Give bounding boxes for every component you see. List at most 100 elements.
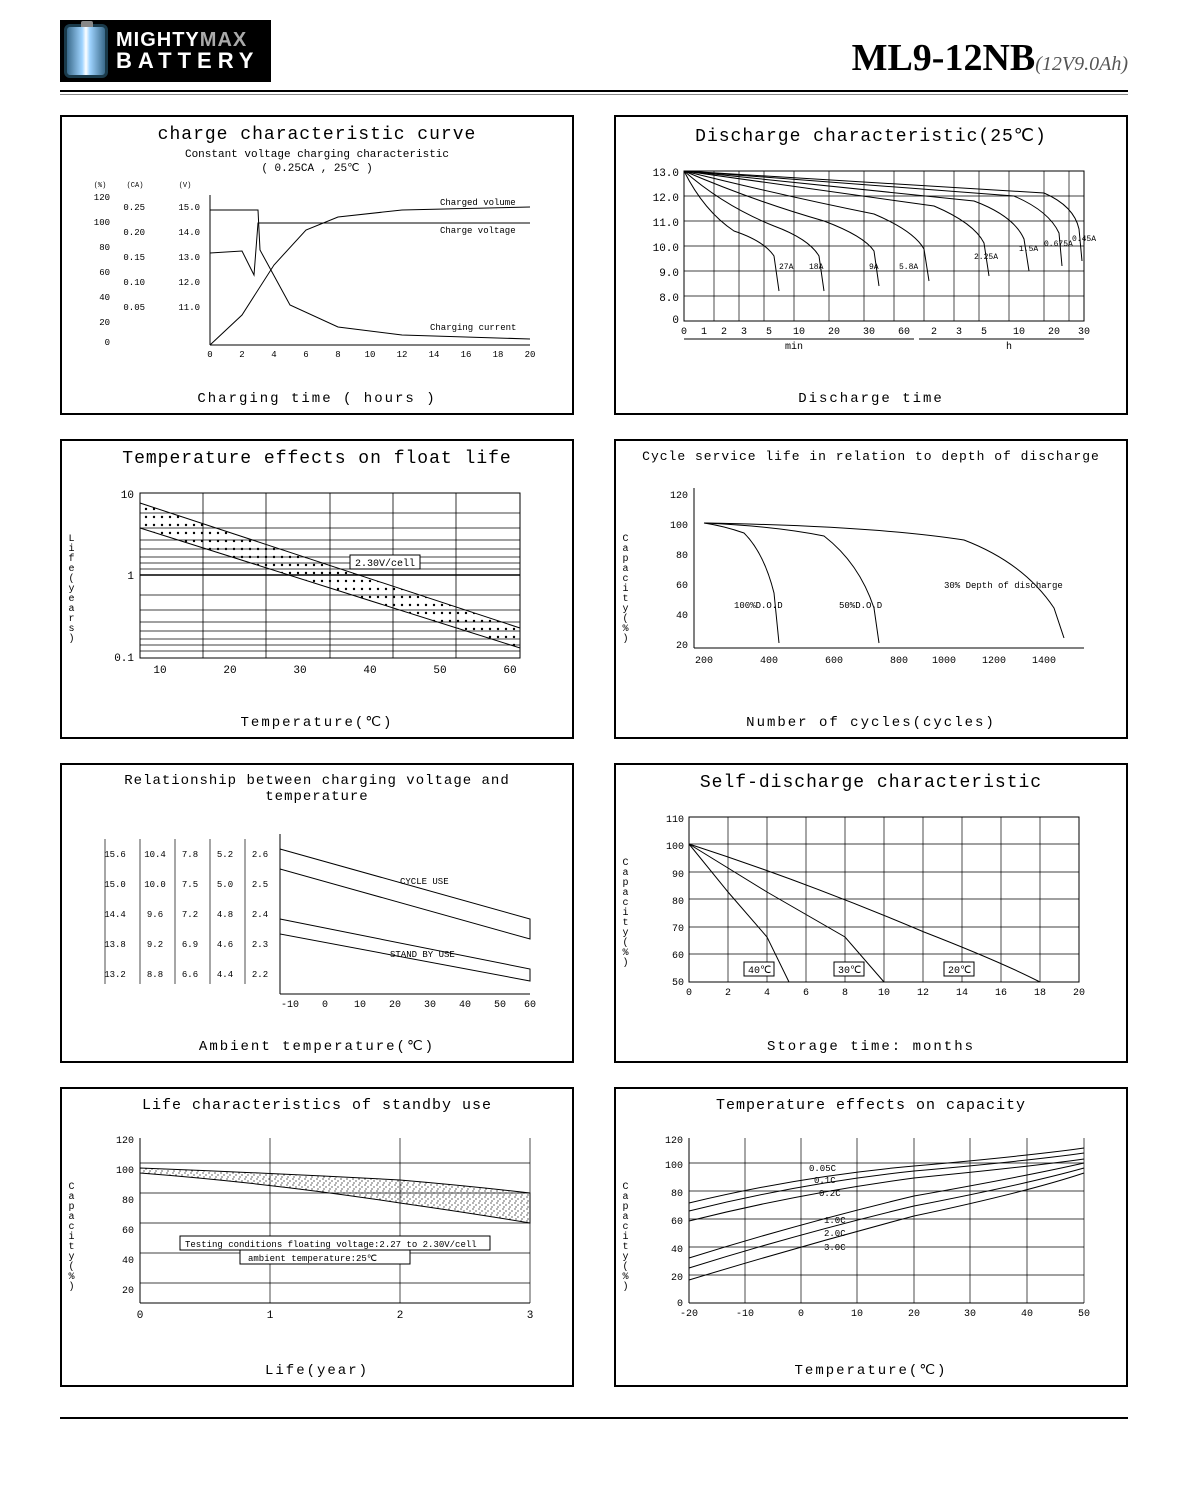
svg-text:16: 16 [461, 350, 472, 360]
svg-text:8.8: 8.8 [147, 970, 163, 980]
svg-text:10: 10 [121, 490, 134, 502]
svg-text:h: h [1006, 341, 1012, 353]
svg-text:60: 60 [122, 1226, 134, 1237]
svg-text:90: 90 [672, 870, 684, 881]
svg-text:10: 10 [1013, 327, 1025, 338]
x-axis-label: Storage time: months [616, 1039, 1126, 1055]
svg-text:2: 2 [239, 350, 244, 360]
svg-text:9.6: 9.6 [147, 910, 163, 920]
svg-text:14: 14 [429, 350, 440, 360]
svg-text:30: 30 [964, 1309, 976, 1320]
svg-text:Charge voltage: Charge voltage [440, 226, 516, 236]
svg-text:100: 100 [670, 521, 688, 532]
svg-text:1200: 1200 [982, 656, 1006, 667]
svg-text:60: 60 [99, 268, 110, 278]
svg-text:3: 3 [956, 327, 962, 338]
svg-text:0.675A: 0.675A [1044, 240, 1073, 249]
x-axis-label: Charging time ( hours ) [62, 391, 572, 407]
svg-text:Charged volume: Charged volume [440, 198, 516, 208]
divider [60, 90, 1128, 92]
svg-text:400: 400 [760, 656, 778, 667]
svg-text:9A: 9A [869, 263, 879, 272]
svg-text:4.4: 4.4 [217, 970, 233, 980]
svg-text:2.6: 2.6 [252, 850, 268, 860]
svg-text:2.2: 2.2 [252, 970, 268, 980]
svg-text:10.4: 10.4 [144, 850, 166, 860]
svg-text:15.0: 15.0 [178, 203, 200, 213]
svg-text:10.0: 10.0 [653, 243, 679, 255]
svg-text:3.0C: 3.0C [824, 1243, 846, 1253]
svg-text:0.2C: 0.2C [819, 1189, 841, 1199]
svg-text:Testing conditions floating vo: Testing conditions floating voltage:2.27… [185, 1240, 477, 1250]
svg-text:0.25: 0.25 [123, 203, 145, 213]
svg-text:60: 60 [671, 1217, 683, 1228]
svg-text:30: 30 [1078, 327, 1090, 338]
svg-text:-10: -10 [281, 1000, 299, 1011]
chart-standby-life: Life characteristics of standby use 1201… [60, 1087, 574, 1387]
svg-text:30% Depth of discharge: 30% Depth of discharge [944, 581, 1063, 591]
svg-text:20: 20 [389, 1000, 401, 1011]
chart-title: Temperature effects on capacity [624, 1097, 1118, 1114]
svg-text:70: 70 [672, 924, 684, 935]
svg-text:40: 40 [459, 1000, 471, 1011]
svg-text:60: 60 [503, 665, 516, 677]
svg-text:2: 2 [721, 327, 727, 338]
svg-text:4: 4 [271, 350, 276, 360]
chart-self-discharge: Self-discharge characteristic 11010090 8… [614, 763, 1128, 1063]
svg-text:4.6: 4.6 [217, 940, 233, 950]
svg-text:18A: 18A [809, 263, 824, 272]
x-axis-label: Temperature(℃) [62, 714, 572, 731]
svg-text:2.5: 2.5 [252, 880, 268, 890]
chart-discharge: Discharge characteristic(25℃) 13.012.011… [614, 115, 1128, 415]
svg-text:10: 10 [365, 350, 376, 360]
svg-text:16: 16 [995, 988, 1007, 999]
chart-float-life: Temperature effects on float life [60, 439, 574, 739]
svg-text:10: 10 [153, 665, 166, 677]
svg-text:ambient temperature:25℃: ambient temperature:25℃ [248, 1254, 377, 1264]
svg-text:0.10: 0.10 [123, 278, 145, 288]
svg-text:12: 12 [917, 988, 929, 999]
svg-text:14: 14 [956, 988, 968, 999]
svg-text:6.6: 6.6 [182, 970, 198, 980]
svg-text:11.0: 11.0 [178, 303, 200, 313]
svg-text:9.2: 9.2 [147, 940, 163, 950]
svg-text:50: 50 [433, 665, 446, 677]
y-axis-label: Capacity(%) [620, 534, 631, 644]
svg-text:20: 20 [223, 665, 236, 677]
svg-text:40: 40 [676, 611, 688, 622]
svg-text:2: 2 [725, 988, 731, 999]
svg-text:120: 120 [116, 1136, 134, 1147]
product-spec: (12V9.0Ah) [1035, 53, 1128, 75]
svg-text:1.0C: 1.0C [824, 1216, 846, 1226]
svg-text:600: 600 [825, 656, 843, 667]
svg-text:80: 80 [672, 897, 684, 908]
svg-text:7.5: 7.5 [182, 880, 198, 890]
svg-text:20: 20 [671, 1273, 683, 1284]
svg-text:80: 80 [676, 551, 688, 562]
svg-text:40: 40 [1021, 1309, 1033, 1320]
svg-text:40: 40 [363, 665, 376, 677]
svg-text:10: 10 [354, 1000, 366, 1011]
svg-text:13.2: 13.2 [104, 970, 126, 980]
svg-text:0.05C: 0.05C [809, 1164, 837, 1174]
svg-text:0.20: 0.20 [123, 228, 145, 238]
svg-text:20: 20 [828, 327, 840, 338]
svg-text:30: 30 [863, 327, 875, 338]
svg-text:110: 110 [666, 815, 684, 826]
header: MIGHTYMAX BATTERY ML9-12NB(12V9.0Ah) [60, 20, 1128, 82]
svg-text:20: 20 [525, 350, 536, 360]
svg-text:20: 20 [99, 318, 110, 328]
svg-text:50: 50 [1078, 1309, 1090, 1320]
chart-charge-curve: charge characteristic curve Constant vol… [60, 115, 574, 415]
svg-text:0: 0 [105, 338, 110, 348]
svg-text:0.15: 0.15 [123, 253, 145, 263]
svg-text:0.1C: 0.1C [814, 1176, 836, 1186]
svg-text:40: 40 [122, 1256, 134, 1267]
svg-text:14.0: 14.0 [178, 228, 200, 238]
svg-text:60: 60 [898, 327, 910, 338]
svg-text:15.6: 15.6 [104, 850, 126, 860]
chart-voltage-temp: Relationship between charging voltage an… [60, 763, 574, 1063]
svg-text:30: 30 [424, 1000, 436, 1011]
svg-text:12: 12 [397, 350, 408, 360]
x-axis-label: Number of cycles(cycles) [616, 715, 1126, 731]
